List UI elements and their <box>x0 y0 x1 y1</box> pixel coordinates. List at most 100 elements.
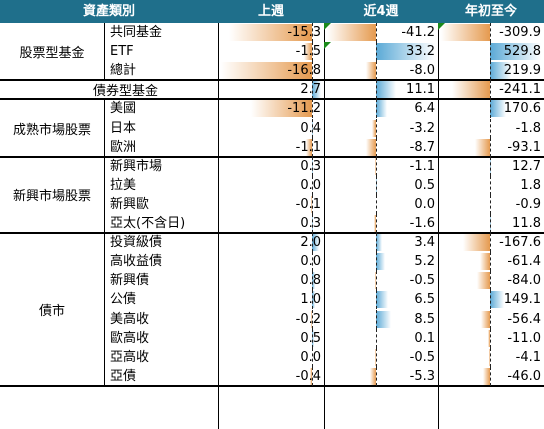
zero-axis <box>312 252 313 272</box>
zero-axis <box>376 23 377 42</box>
value-text: -167.6 <box>499 235 541 251</box>
value-cell: -41.2 <box>324 23 438 42</box>
data-bar <box>490 43 541 61</box>
value-text: 2.7 <box>300 82 321 98</box>
value-cell: 0.0 <box>218 347 324 367</box>
value-cell: 0.0 <box>324 194 438 214</box>
value-cell: -1.1 <box>324 156 438 176</box>
value-text: 529.8 <box>503 44 541 60</box>
value-text: 6.5 <box>414 292 435 308</box>
zero-axis <box>376 118 377 138</box>
data-bar <box>490 100 507 118</box>
value-cell: 11.8 <box>438 214 544 233</box>
value-cell: -16.8 <box>218 61 324 81</box>
data-bar <box>451 81 490 99</box>
header-last-4-weeks: 近4週 <box>363 4 399 19</box>
header-last-week: 上週 <box>257 4 284 19</box>
column-divider <box>104 233 105 386</box>
value-cell: -84.0 <box>438 271 544 291</box>
value-cell: 1.8 <box>438 175 544 195</box>
value-cell: 0.8 <box>218 271 324 291</box>
value-cell: -8.7 <box>324 137 438 157</box>
row-label: 共同基金 <box>110 25 163 40</box>
value-text: -0.2 <box>295 311 321 327</box>
value-cell: 170.6 <box>438 99 544 119</box>
value-cell: -11.2 <box>218 99 324 119</box>
zero-axis <box>376 366 377 386</box>
value-text: 0.5 <box>300 330 321 346</box>
row-label: 歐高收 <box>110 330 150 346</box>
value-text: 2.0 <box>300 235 321 251</box>
zero-axis <box>490 42 491 62</box>
value-cell: -4.1 <box>438 347 544 367</box>
zero-axis <box>312 328 313 348</box>
zero-axis <box>376 347 377 367</box>
value-text: 0.8 <box>300 273 321 289</box>
value-cell: -61.4 <box>438 252 544 272</box>
column-divider <box>438 23 439 429</box>
zero-axis <box>312 366 313 386</box>
value-cell: -0.5 <box>324 271 438 291</box>
value-text: -4.1 <box>515 349 541 365</box>
data-bar <box>365 138 376 156</box>
data-bar <box>463 234 490 252</box>
value-cell: -1.1 <box>218 137 324 157</box>
value-text: 0.0 <box>414 196 435 212</box>
group-divider <box>0 232 544 235</box>
group-label: 成熟市場股票 <box>12 122 91 138</box>
zero-axis <box>312 309 313 329</box>
value-text: 12.7 <box>512 158 541 174</box>
value-text: 11.1 <box>406 82 435 98</box>
value-text: -15.3 <box>287 25 321 40</box>
value-cell: -0.9 <box>438 194 544 214</box>
value-text: -11.0 <box>507 330 541 346</box>
zero-axis <box>490 156 491 176</box>
zero-axis <box>376 80 377 100</box>
zero-axis <box>376 175 377 195</box>
column-divider <box>104 156 105 234</box>
data-bar <box>376 253 386 271</box>
value-cell: -8.0 <box>324 61 438 81</box>
value-text: -0.5 <box>409 273 435 289</box>
row-label: 新興市場 <box>110 158 163 174</box>
group-divider <box>0 384 544 387</box>
zero-axis <box>312 156 313 176</box>
value-text: 0.0 <box>300 254 321 270</box>
value-cell: 529.8 <box>438 42 544 62</box>
value-cell: -0.2 <box>218 309 324 329</box>
value-cell: 2.7 <box>218 80 324 100</box>
group-divider <box>0 155 544 158</box>
zero-axis <box>376 328 377 348</box>
zero-axis <box>490 80 491 100</box>
value-cell: -1.8 <box>438 118 544 138</box>
value-cell: -0.5 <box>324 347 438 367</box>
value-cell: -0.1 <box>218 194 324 214</box>
value-text: 0.0 <box>300 349 321 365</box>
value-cell: 5.2 <box>324 252 438 272</box>
value-text: -241.1 <box>499 82 541 98</box>
group-label: 債券型基金 <box>92 84 158 100</box>
row-label: 總計 <box>110 63 137 79</box>
value-text: 0.4 <box>300 120 321 136</box>
zero-axis <box>312 118 313 138</box>
zero-axis <box>490 137 491 157</box>
zero-axis <box>312 61 313 81</box>
header-ytd: 年初至今 <box>464 4 517 19</box>
row-label: ETF <box>110 44 134 60</box>
value-text: 33.2 <box>406 44 435 60</box>
data-bar <box>303 43 312 61</box>
zero-axis <box>312 137 313 157</box>
value-text: 0.3 <box>300 216 321 231</box>
data-bar <box>312 234 319 252</box>
value-cell: 0.4 <box>218 118 324 138</box>
value-text: -5.3 <box>409 368 435 384</box>
value-text: -3.2 <box>409 120 435 136</box>
value-cell: 219.9 <box>438 61 544 81</box>
data-bar <box>376 234 383 252</box>
flag-icon <box>438 23 445 30</box>
data-bar <box>312 272 315 290</box>
data-bar <box>481 310 490 328</box>
data-bar <box>375 348 376 366</box>
value-text: -0.1 <box>295 196 321 212</box>
